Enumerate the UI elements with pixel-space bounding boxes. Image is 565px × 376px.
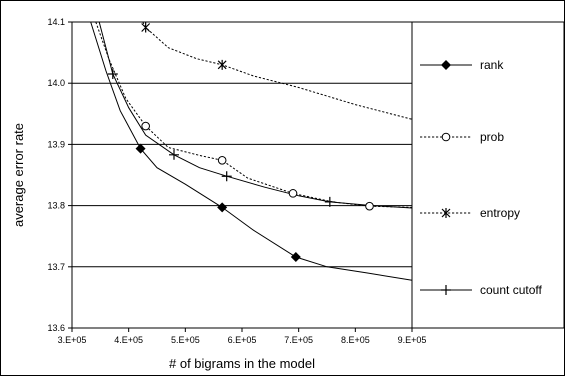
x-tick-label: 3.E+05 — [58, 335, 87, 345]
series-line-count-cutoff — [98, 21, 413, 209]
x-tick-label: 7.E+05 — [284, 335, 313, 345]
legend-marker — [441, 208, 451, 218]
legend-box — [411, 21, 565, 329]
data-point-prob — [141, 121, 150, 131]
y-tick-label: 13.8 — [47, 201, 65, 211]
legend-label: prob — [480, 130, 504, 144]
plot-area — [71, 21, 413, 329]
legend-item-entropy: entropy — [420, 206, 520, 220]
data-point-entropy — [217, 59, 227, 70]
data-point-count-cutoff — [324, 196, 335, 207]
x-axis-title: # of bigrams in the model — [169, 356, 315, 371]
data-point-count-cutoff — [107, 69, 118, 80]
x-tick-label: 6.E+05 — [228, 335, 257, 345]
legend-item-rank: rank — [420, 58, 504, 72]
data-point-prob — [217, 156, 227, 165]
x-tick-label: 9.E+05 — [398, 335, 427, 345]
gridlines — [72, 82, 412, 268]
legend-label: count cutoff — [480, 283, 542, 297]
data-point-rank — [135, 143, 146, 154]
y-axis-ticks: 13.6 13.7 13.8 13.9 14.0 14.1 — [47, 17, 72, 333]
data-point-count-cutoff — [169, 149, 179, 160]
series-markers — [107, 22, 374, 263]
legend-marker — [441, 60, 451, 70]
data-point-count-cutoff — [221, 171, 232, 182]
y-tick-label: 14.1 — [47, 17, 65, 27]
legend: rank prob entropy count cutoff — [420, 58, 542, 297]
y-axis-title: average error rate — [11, 123, 26, 227]
legend-marker — [441, 132, 451, 142]
x-tick-label: 5.E+05 — [171, 335, 200, 345]
legend-item-count-cutoff: count cutoff — [420, 283, 542, 297]
data-point-rank — [290, 252, 301, 263]
legend-label: entropy — [480, 206, 520, 220]
series-line-rank — [90, 21, 413, 281]
legend-label: rank — [480, 58, 504, 72]
data-point-prob — [288, 189, 298, 198]
x-tick-label: 4.E+05 — [114, 335, 143, 345]
y-tick-label: 14.0 — [47, 78, 65, 88]
data-point-prob — [365, 201, 374, 211]
y-tick-label: 13.6 — [47, 323, 65, 333]
data-point-entropy — [141, 22, 151, 33]
y-tick-label: 13.7 — [47, 262, 65, 272]
legend-marker — [441, 285, 451, 295]
x-tick-label: 8.E+05 — [341, 335, 370, 345]
data-point-rank — [217, 202, 228, 213]
x-axis-ticks: 3.E+05 4.E+05 5.E+05 6.E+05 7.E+05 8.E+05 9.E+… — [58, 328, 427, 345]
legend-item-prob: prob — [420, 130, 504, 144]
y-tick-label: 13.9 — [47, 139, 65, 149]
